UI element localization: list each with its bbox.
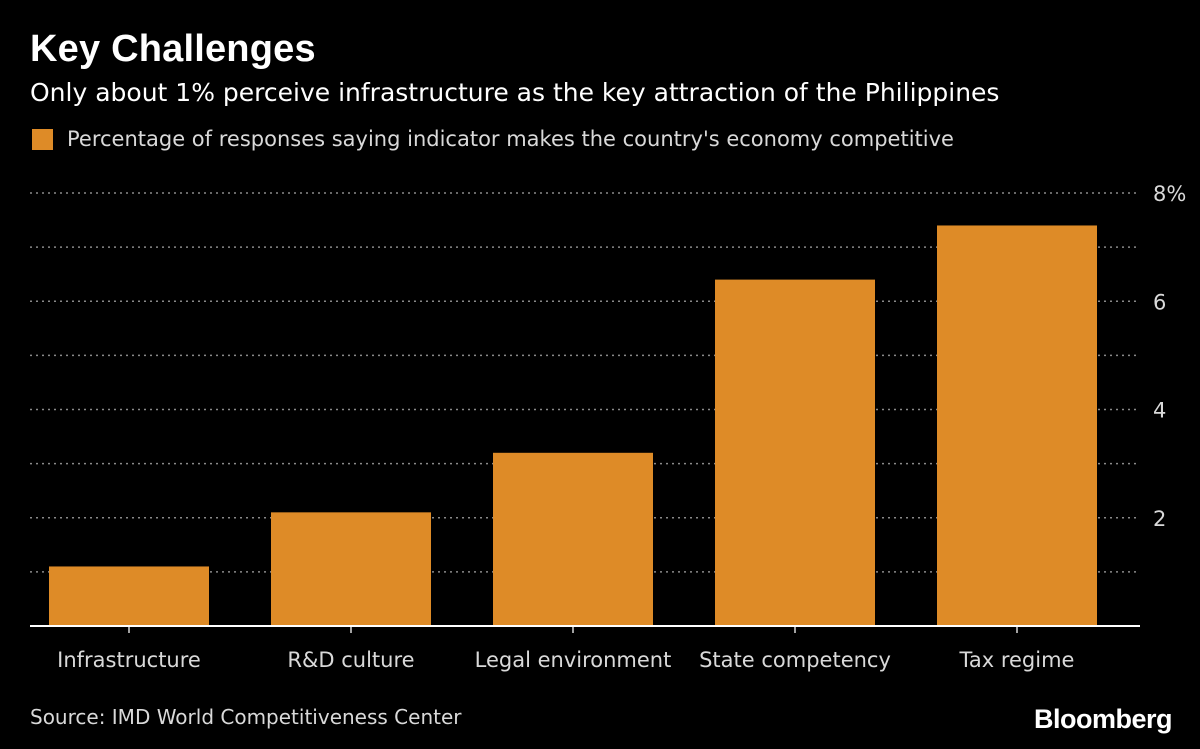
chart-subtitle: Only about 1% perceive infrastructure as… xyxy=(30,78,1000,107)
brand-logo: Bloomberg xyxy=(1033,704,1173,734)
y-tick-label: 8% xyxy=(1153,182,1186,206)
legend-swatch xyxy=(32,128,53,150)
x-tick-label: Legal environment xyxy=(475,648,672,672)
x-tick-label: Tax regime xyxy=(959,648,1075,672)
bar xyxy=(937,225,1097,626)
y-tick-label: 6 xyxy=(1153,290,1166,314)
bar xyxy=(49,566,209,626)
bar xyxy=(493,452,653,626)
x-tick-label: R&D culture xyxy=(287,648,414,672)
bar xyxy=(271,512,431,626)
x-tick-label: Infrastructure xyxy=(57,648,201,672)
bar xyxy=(715,279,875,626)
legend: Percentage of responses saying indicator… xyxy=(32,127,954,151)
legend-label: Percentage of responses saying indicator… xyxy=(67,127,954,151)
source-note: Source: IMD World Competitiveness Center xyxy=(30,705,462,729)
chart-title: Key Challenges xyxy=(30,28,316,70)
x-tick-label: State competency xyxy=(699,648,891,672)
y-tick-label: 4 xyxy=(1153,399,1166,423)
y-tick-label: 2 xyxy=(1153,507,1166,531)
